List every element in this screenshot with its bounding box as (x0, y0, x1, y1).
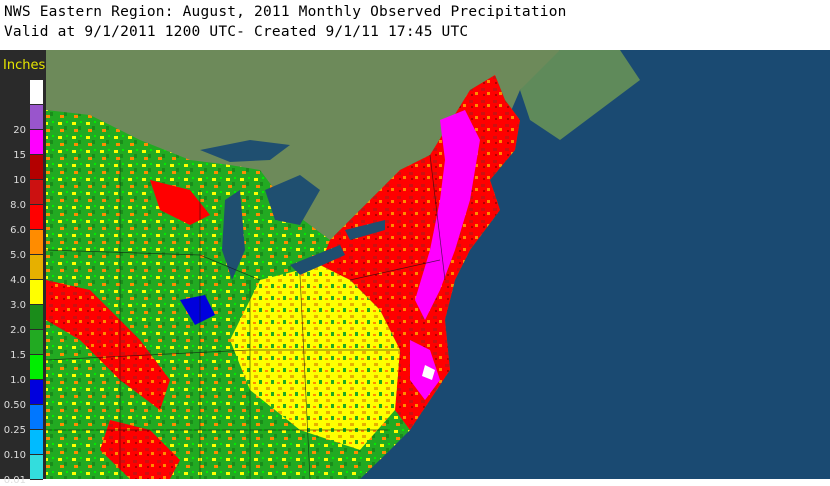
legend-swatch (30, 280, 43, 305)
legend-bin: 8.0 (0, 180, 46, 211)
legend-swatch (30, 205, 43, 230)
legend-label: 1.0 (10, 375, 26, 386)
legend-swatch (30, 230, 43, 255)
legend-swatch (30, 255, 43, 280)
legend-swatch (30, 105, 43, 130)
wisconsin-red (150, 180, 210, 225)
map-header: NWS Eastern Region: August, 2011 Monthly… (0, 0, 830, 50)
state-borders (45, 154, 446, 479)
legend-swatch (30, 405, 43, 430)
legend-label: 8.0 (10, 200, 26, 211)
legend-bin: 4.0 (0, 255, 46, 286)
legend-swatch (30, 155, 43, 180)
ohio-valley-moderate (230, 265, 400, 450)
legend-bin: 0.50 (0, 380, 46, 411)
legend-bin: 2.0 (0, 305, 46, 336)
legend-swatch (30, 455, 43, 480)
legend-swatch (30, 430, 43, 455)
legend-swatch (30, 80, 43, 105)
legend-label: 0.25 (3, 425, 26, 436)
legend-swatch (30, 355, 43, 380)
legend-label: 5.0 (10, 250, 26, 261)
magenta-band (415, 110, 480, 320)
precipitation-map (0, 50, 830, 479)
precip-legend: Inches 20 15 10 8.0 6.0 5.0 4.0 3.0 2.0 1.5 1.0 0.5… (0, 50, 46, 486)
legend-label: 15 (13, 150, 26, 161)
legend-label: 20 (13, 125, 26, 136)
lake-erie (290, 245, 345, 275)
legend-label: 0.01 (3, 475, 26, 486)
legend-swatch (30, 380, 43, 405)
blue-patch (180, 295, 215, 325)
legend-swatch (30, 305, 43, 330)
legend-label: 3.0 (10, 300, 26, 311)
legend-bin: 0.01 (0, 455, 46, 486)
legend-bin: 20 (0, 105, 46, 136)
legend-label: 4.0 (10, 275, 26, 286)
legend-swatch (30, 180, 43, 205)
map-subtitle: Valid at 9/1/2011 1200 UTC- Created 9/1/… (4, 24, 469, 40)
legend-label: 0.10 (3, 450, 26, 461)
lake-ontario (345, 220, 385, 240)
legend-bin: 6.0 (0, 205, 46, 236)
legend-bin (0, 80, 46, 105)
legend-swatch (30, 330, 43, 355)
legend-label: 10 (13, 175, 26, 186)
legend-bin: 1.5 (0, 330, 46, 361)
legend-bin: 5.0 (0, 230, 46, 261)
lake-superior (200, 140, 290, 162)
legend-bin: 0.25 (0, 405, 46, 436)
legend-label: 6.0 (10, 225, 26, 236)
legend-swatch (30, 130, 43, 155)
legend-bin: 15 (0, 130, 46, 161)
lake-huron (265, 175, 320, 225)
legend-unit: Inches (3, 58, 46, 73)
canada-land (46, 50, 560, 260)
legend-bin: 1.0 (0, 355, 46, 386)
white-peak (422, 365, 435, 380)
legend-bin: 3.0 (0, 280, 46, 311)
lake-michigan (222, 190, 245, 280)
legend-bin: 0.10 (0, 430, 46, 461)
legend-label: 0.50 (3, 400, 26, 411)
legend-label: 1.5 (10, 350, 26, 361)
map-title: NWS Eastern Region: August, 2011 Monthly… (4, 4, 567, 20)
midwest-red-band (46, 280, 170, 410)
legend-label: 2.0 (10, 325, 26, 336)
maritimes-land (520, 50, 640, 140)
legend-bin: 10 (0, 155, 46, 186)
